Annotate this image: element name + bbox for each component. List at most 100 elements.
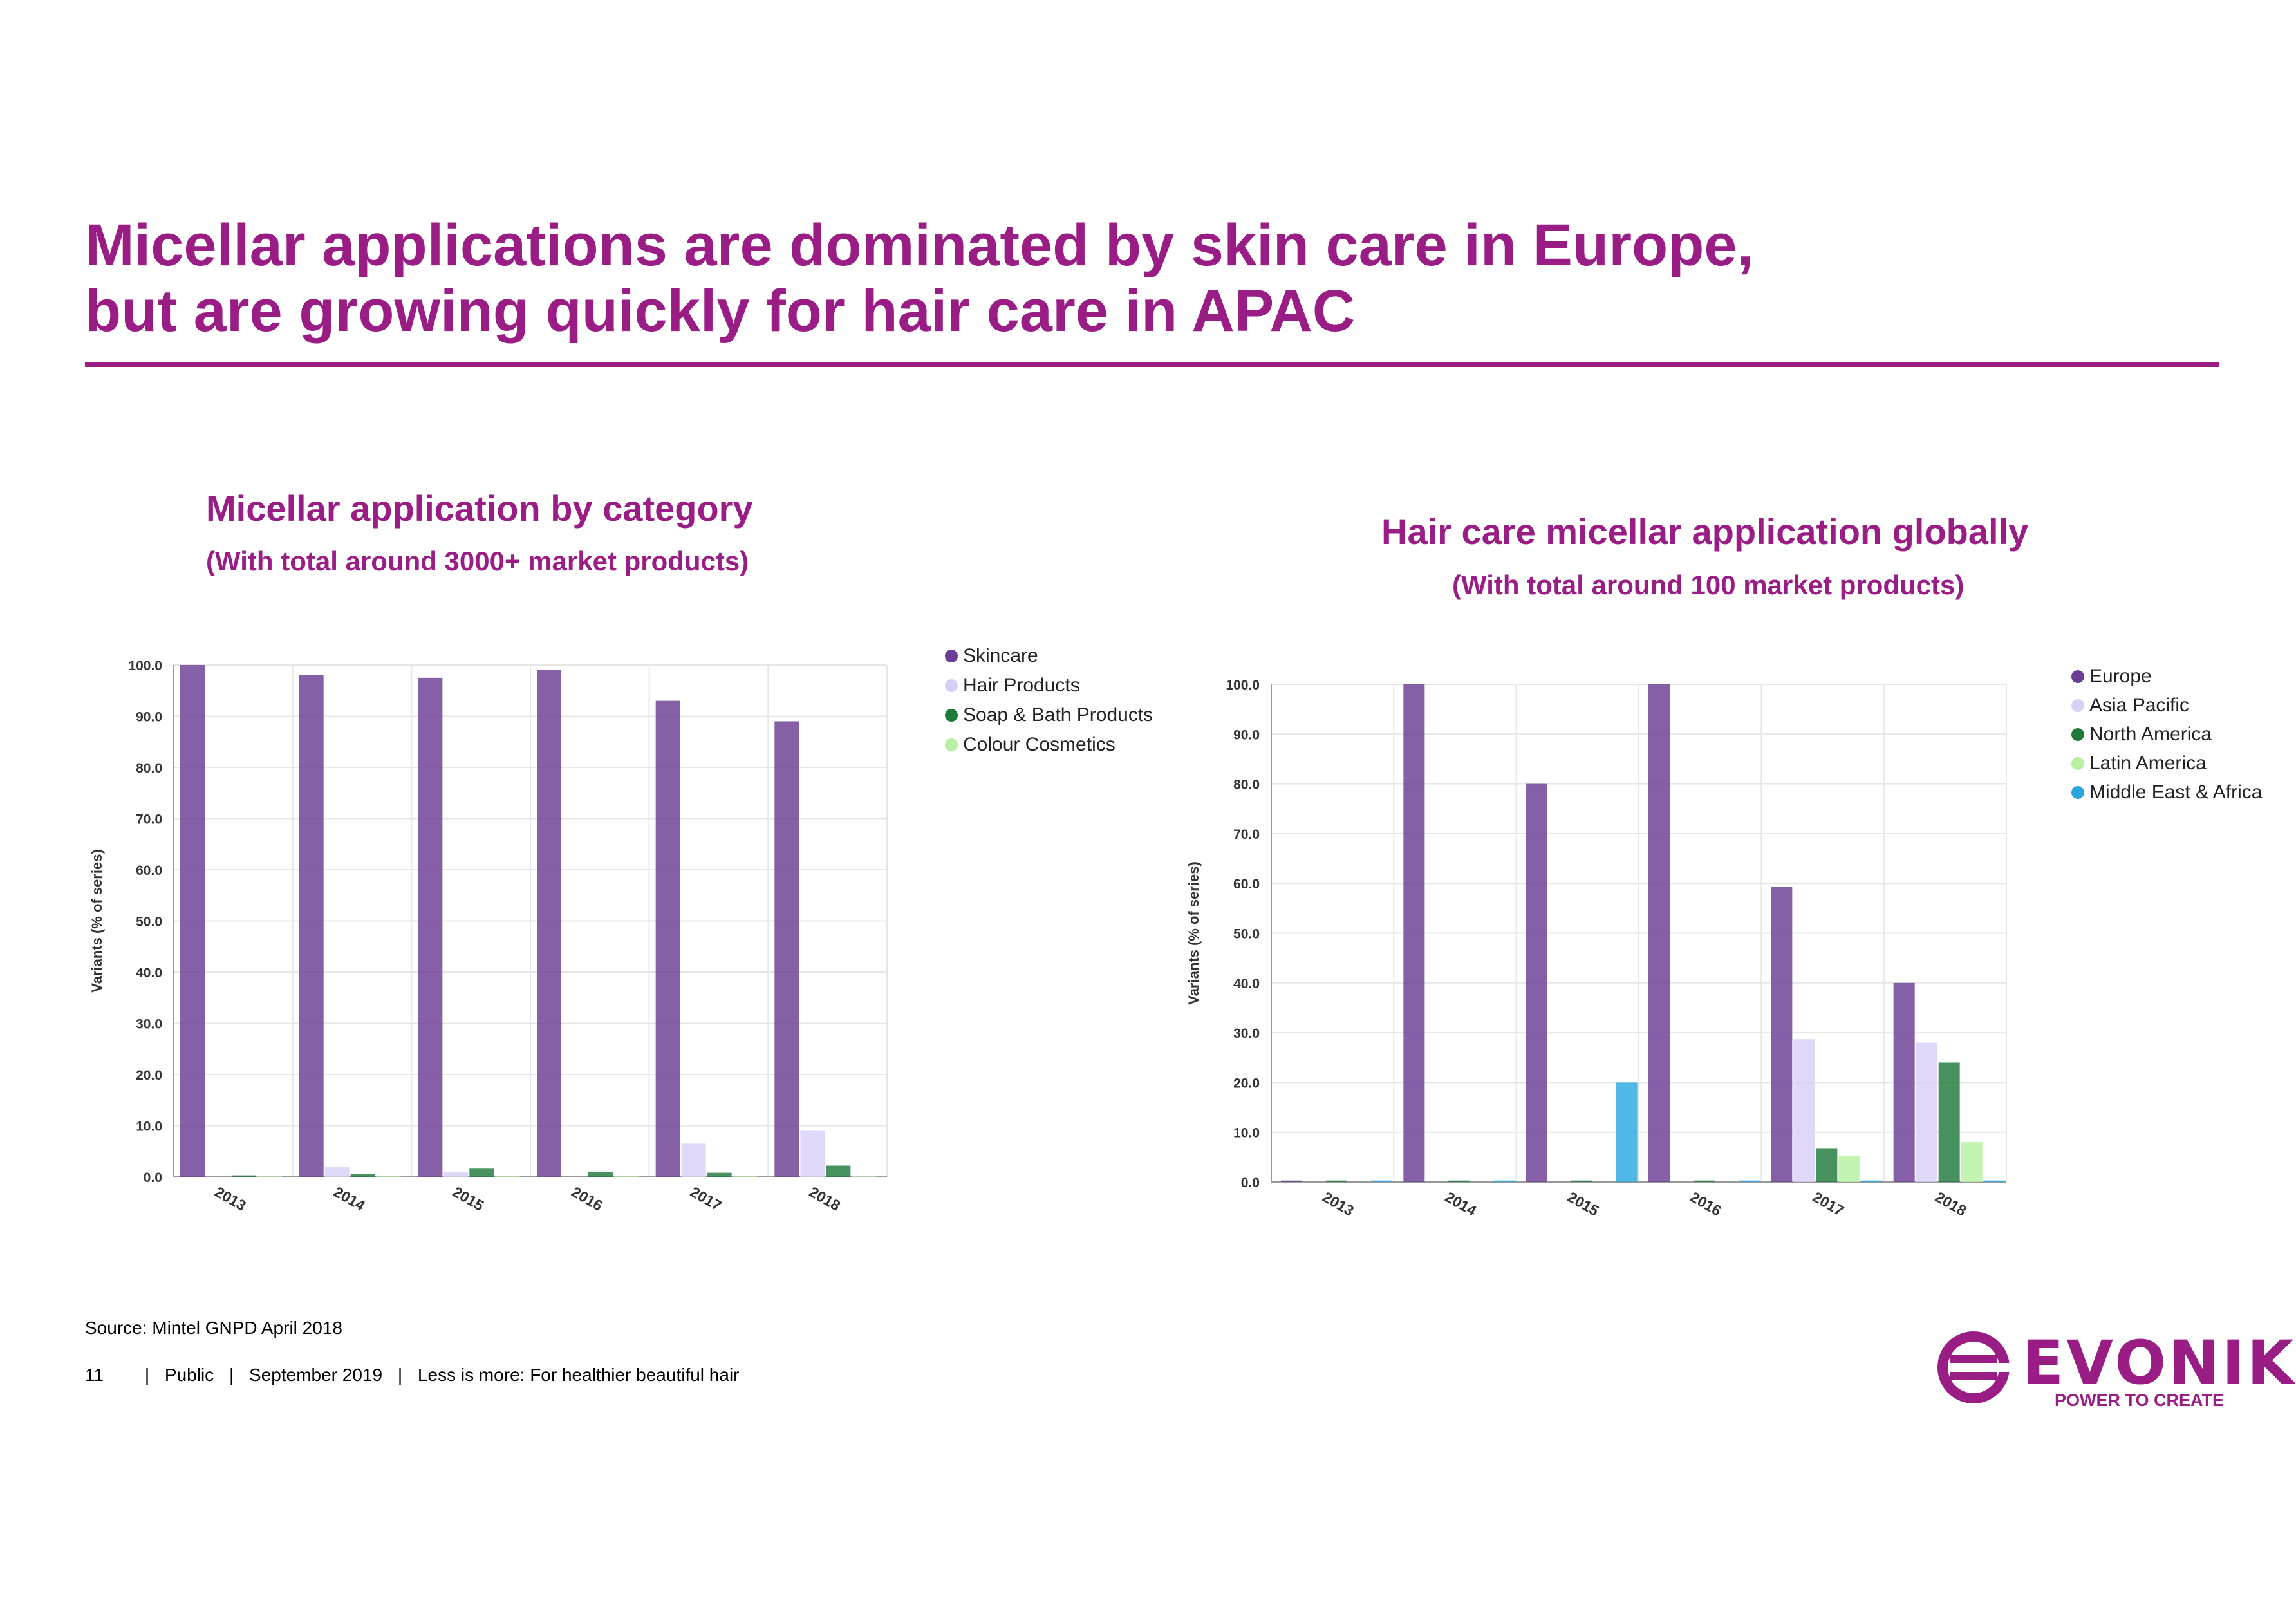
left-chart-subheading: (With total around 3000+ market products… [206, 546, 749, 576]
bar-europe-2015 [1526, 783, 1547, 1182]
right-chart-heading: Hair care micellar application globally [1381, 511, 2029, 552]
y-tick-label: 100.0 [1226, 678, 1260, 693]
y-tick-label: 0.0 [144, 1170, 162, 1185]
left-chart-heading: Micellar application by category [206, 488, 753, 529]
y-tick-label: 20.0 [136, 1068, 162, 1083]
bar-colour-cosmetics-2015 [495, 1176, 520, 1177]
slide-title-line-1: Micellar applications are dominated by s… [85, 212, 1754, 278]
legend-label: Europe [2089, 666, 2152, 687]
x-tick-label: 2013 [1320, 1188, 1357, 1219]
legend-label: Latin America [2089, 753, 2207, 774]
legend-label: Colour Cosmetics [963, 734, 1115, 755]
y-axis-label: Variants (% of series) [1186, 861, 1202, 1005]
bar-skincare-2018 [774, 721, 799, 1177]
footer: 11 | Public | September 2019 | Less is m… [85, 1365, 740, 1385]
y-tick-label: 60.0 [1233, 877, 1260, 892]
evonik-e-icon [1937, 1331, 2010, 1403]
bar-europe-2016 [1648, 684, 1670, 1182]
legend-marker [945, 650, 958, 662]
legend-marker [2071, 786, 2084, 799]
bar-soap-bath-products-2013 [232, 1175, 256, 1177]
y-tick-label: 80.0 [1233, 778, 1260, 793]
bar-skincare-2013 [180, 665, 205, 1177]
legend-marker [945, 679, 958, 692]
bar-asia-pacific-2017 [1793, 1039, 1815, 1182]
bar-north-america-2017 [1816, 1148, 1838, 1182]
y-tick-label: 40.0 [1233, 977, 1260, 991]
bar-north-america-2015 [1571, 1180, 1592, 1182]
bar-skincare-2016 [537, 670, 561, 1177]
y-tick-label: 20.0 [1233, 1076, 1260, 1091]
y-tick-label: 0.0 [1241, 1176, 1260, 1190]
bar-colour-cosmetics-2016 [614, 1176, 639, 1177]
bar-latin-america-2017 [1838, 1156, 1860, 1182]
footer-classification: Public [164, 1365, 214, 1385]
legend-marker [2071, 728, 2084, 741]
y-axis-label: Variants (% of series) [89, 849, 105, 993]
logo-wordmark: EVONIK [2022, 1328, 2296, 1398]
logo-tagline: POWER TO CREATE [2055, 1391, 2225, 1410]
bar-soap-bath-products-2015 [469, 1168, 494, 1177]
legend-marker [945, 738, 958, 751]
bar-skincare-2015 [418, 677, 443, 1177]
legend-marker [2071, 670, 2084, 683]
bar-skincare-2014 [299, 675, 324, 1177]
bar-soap-bath-products-2016 [588, 1172, 613, 1177]
y-tick-label: 50.0 [1233, 927, 1260, 942]
y-tick-label: 90.0 [1233, 727, 1260, 742]
bar-colour-cosmetics-2018 [852, 1176, 877, 1177]
footer-page-number: 11 [85, 1365, 104, 1385]
bar-soap-bath-products-2017 [707, 1172, 732, 1177]
y-tick-label: 10.0 [136, 1120, 162, 1134]
y-tick-label: 50.0 [136, 915, 162, 930]
footer-date: September 2019 [249, 1365, 383, 1385]
slide-title: Micellar applications are dominated by s… [85, 212, 2209, 344]
bar-middle-east-africa-2015 [1616, 1082, 1638, 1182]
legend-marker [2071, 757, 2084, 770]
bar-soap-bath-products-2014 [350, 1174, 375, 1177]
bar-north-america-2013 [1326, 1180, 1347, 1182]
legend-marker [2071, 699, 2084, 712]
slide-title-line-2: but are growing quickly for hair care in… [85, 278, 1356, 344]
x-tick-label: 2015 [1565, 1188, 1601, 1219]
bar-asia-pacific-2018 [1916, 1042, 1937, 1182]
bar-middle-east-africa-2017 [1861, 1180, 1883, 1182]
legend-label: Soap & Bath Products [963, 704, 1153, 726]
bar-colour-cosmetics-2014 [376, 1176, 401, 1177]
bar-colour-cosmetics-2017 [733, 1176, 758, 1177]
bar-middle-east-africa-2016 [1739, 1180, 1760, 1182]
legend-marker [945, 709, 958, 722]
bar-hair-products-2018 [800, 1130, 825, 1177]
x-tick-label: 2016 [1688, 1188, 1724, 1219]
bar-north-america-2018 [1938, 1062, 1960, 1182]
bar-middle-east-africa-2014 [1493, 1180, 1515, 1182]
legend-label: North America [2089, 724, 2212, 745]
y-tick-label: 60.0 [136, 863, 162, 878]
legend-label: Asia Pacific [2089, 695, 2189, 716]
bar-europe-2017 [1771, 887, 1793, 1182]
bar-europe-2014 [1403, 684, 1425, 1182]
bar-colour-cosmetics-2013 [257, 1176, 282, 1177]
bar-middle-east-africa-2013 [1371, 1180, 1392, 1182]
legend-label: Skincare [963, 645, 1038, 666]
y-tick-label: 100.0 [128, 659, 162, 673]
y-tick-label: 80.0 [136, 761, 162, 776]
x-tick-label: 2014 [1442, 1188, 1479, 1219]
bar-skincare-2017 [655, 700, 680, 1177]
title-divider [85, 362, 2219, 367]
x-tick-label: 2018 [1932, 1188, 1969, 1219]
bar-soap-bath-products-2018 [826, 1165, 851, 1177]
y-tick-label: 30.0 [136, 1017, 162, 1032]
bar-hair-products-2017 [681, 1143, 706, 1177]
y-tick-label: 70.0 [1233, 827, 1260, 842]
legend-label: Hair Products [963, 675, 1080, 696]
source-note: Source: Mintel GNPD April 2018 [85, 1318, 342, 1338]
footer-topic: Less is more: For healthier beautiful ha… [417, 1365, 740, 1385]
y-tick-label: 10.0 [1233, 1126, 1260, 1141]
right-chart-subheading: (With total around 100 market products) [1452, 570, 1965, 600]
bar-latin-america-2018 [1961, 1142, 1983, 1182]
bar-north-america-2014 [1448, 1180, 1470, 1182]
bar-hair-products-2015 [443, 1172, 469, 1177]
